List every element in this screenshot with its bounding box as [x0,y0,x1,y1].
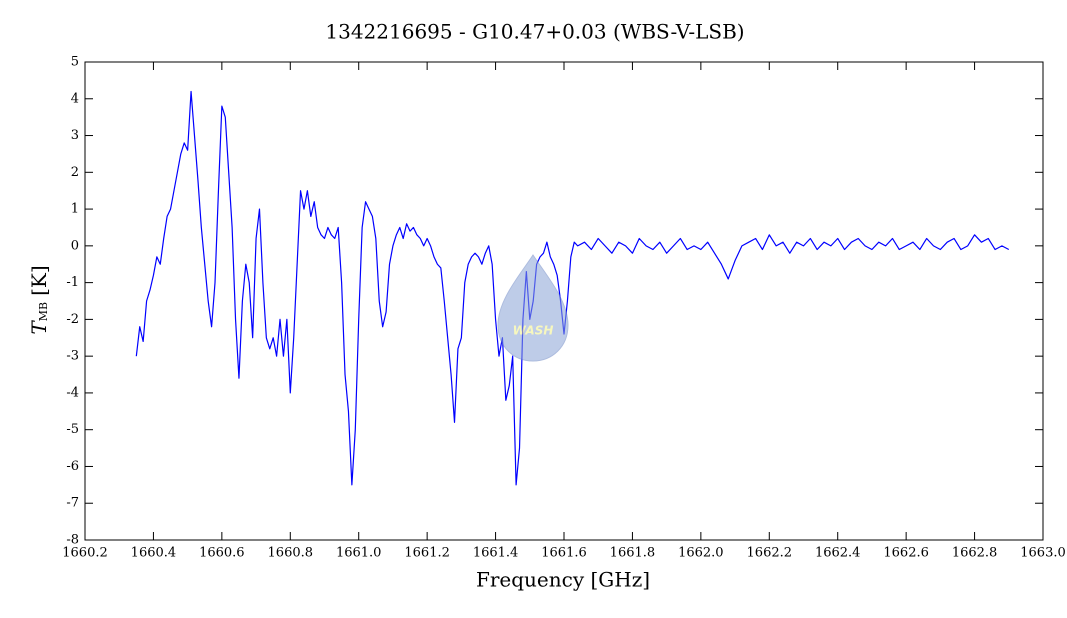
y-label-subscript: MB [37,302,50,321]
y-tick-label: -7 [66,496,79,511]
y-tick-label: 0 [71,238,79,253]
watermark-text: WASH [513,324,554,338]
x-tick-label: 1660.4 [131,546,177,561]
y-tick-label: -3 [66,349,79,364]
y-label-symbol: T [27,320,51,335]
x-tick-label: 1661.6 [541,546,587,561]
y-tick-label: 4 [71,91,79,106]
spectrum-line [135,90,1010,486]
x-tick-label: 1662.8 [952,546,998,561]
x-tick-label: 1662.6 [883,546,929,561]
x-axis-label: Frequency [GHz] [476,568,650,592]
watermark-drop [497,254,569,362]
y-tick-label: -5 [66,422,79,437]
watermark: WASH [497,254,569,362]
x-tick-label: 1661.4 [473,546,519,561]
x-tick-label: 1661.2 [404,546,450,561]
y-tick-label: 5 [71,55,79,70]
y-tick-label: 3 [71,128,79,143]
y-tick-label: -6 [66,459,79,474]
x-tick-label: 1662.4 [815,546,861,561]
plot-area [135,90,1010,486]
chart-title: 1342216695 - G10.47+0.03 (WBS-V-LSB) [325,20,744,44]
y-tick-label: -2 [66,312,79,327]
y-tick-label: -1 [66,275,79,290]
x-tick-label: 1661.8 [610,546,656,561]
x-tick-label: 1662.2 [747,546,793,561]
y-tick-label: 1 [71,202,79,217]
x-tick-label: 1660.6 [199,546,245,561]
x-tick-label: 1661.0 [336,546,382,561]
y-tick-label: -4 [66,385,79,400]
y-label-unit: [K] [27,265,51,296]
y-tick-label: 2 [71,165,79,180]
y-axis-label: TMB [K] [27,265,51,334]
plot-frame [84,61,1044,541]
x-tick-label: 1662.0 [678,546,724,561]
y-tick-label: -8 [66,533,79,548]
x-tick-label: 1660.2 [62,546,108,561]
x-tick-label: 1660.8 [268,546,314,561]
x-tick-label: 1663.0 [1020,546,1066,561]
